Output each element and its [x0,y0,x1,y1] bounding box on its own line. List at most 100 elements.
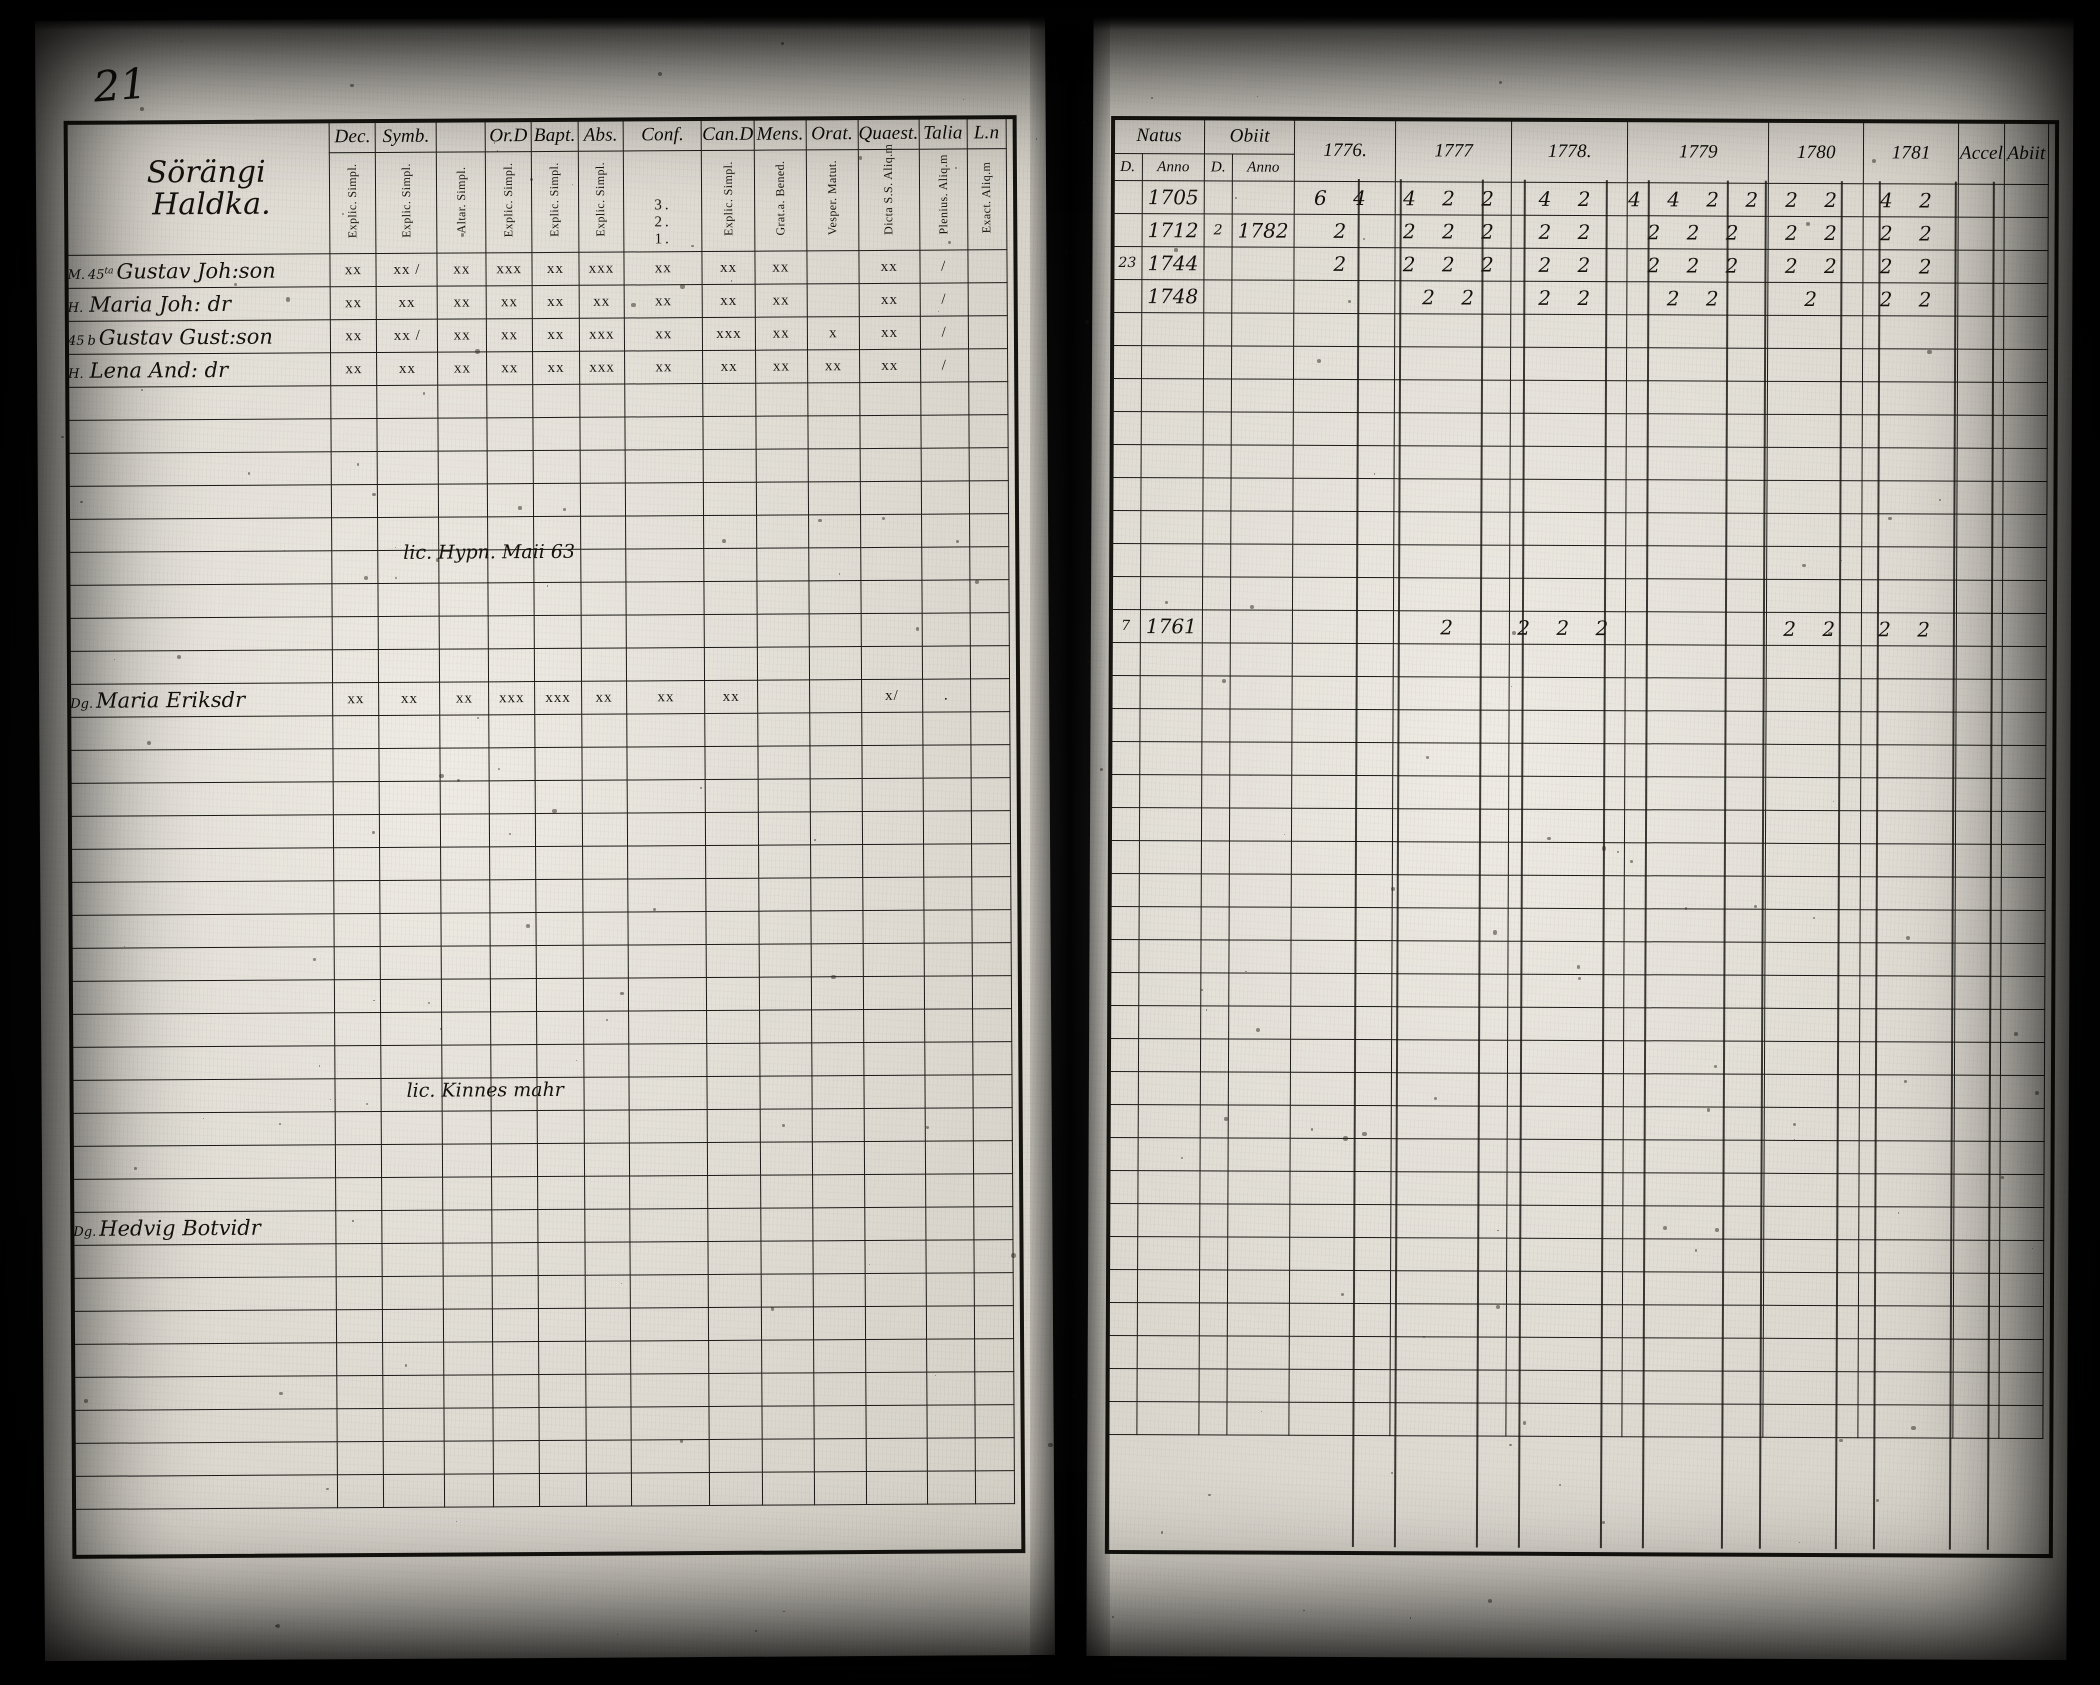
mark-cell[interactable] [973,1206,1013,1240]
mark-cell[interactable] [813,1306,866,1340]
obiit-year-cell[interactable] [1228,873,1292,908]
year-mark-cell[interactable] [1289,1402,1391,1436]
year-mark-cell[interactable]: 4 2 [1863,183,1959,218]
year-mark-cell[interactable] [1292,511,1395,545]
obiit-day-cell[interactable] [1204,180,1233,214]
mark-cell[interactable]: xx [754,316,808,351]
mark-cell[interactable] [377,484,439,518]
mark-cell[interactable] [579,384,626,418]
mark-cell[interactable] [862,844,924,878]
mark-cell[interactable] [861,745,923,779]
name-cell[interactable] [68,550,333,586]
mark-cell[interactable] [975,1470,1015,1504]
mark-cell[interactable] [864,1141,926,1175]
natus-year-cell[interactable] [1137,1137,1201,1171]
accel-cell[interactable] [1955,844,2002,878]
year-mark-cell[interactable] [1394,445,1511,480]
natus-year-cell[interactable]: 1748 [1141,279,1205,313]
mark-cell[interactable] [755,382,808,417]
year-mark-cell[interactable] [1391,1138,1508,1173]
accel-cell[interactable] [1957,382,2004,416]
obiit-day-cell[interactable] [1200,1170,1228,1204]
mark-cell[interactable] [625,515,705,549]
mark-cell[interactable] [334,847,381,881]
mark-cell[interactable] [864,1240,926,1274]
year-mark-cell[interactable] [1765,777,1861,811]
mark-cell[interactable] [337,1408,384,1442]
accel-cell[interactable] [1958,250,2005,284]
mark-cell[interactable] [332,517,379,551]
year-mark-cell[interactable] [1506,1271,1623,1305]
mark-cell[interactable] [757,712,810,747]
mark-cell[interactable]: xx [859,316,921,350]
obiit-day-cell[interactable] [1203,312,1232,346]
year-mark-cell[interactable] [1860,777,1956,812]
mark-cell[interactable] [490,945,537,979]
year-mark-cell[interactable] [1766,711,1862,745]
mark-cell[interactable] [971,876,1011,910]
mark-cell[interactable]: xx [376,352,439,386]
mark-cell[interactable] [440,813,490,848]
mark-cell[interactable] [438,450,488,485]
obiit-day-cell[interactable] [1203,477,1231,511]
name-cell[interactable] [71,1078,336,1114]
year-mark-cell[interactable] [1765,942,1861,976]
year-mark-cell[interactable]: 4 2 [1511,182,1628,216]
mark-cell[interactable] [630,1340,710,1374]
natus-day-cell[interactable] [1109,939,1139,973]
accel-cell[interactable] [1957,349,2004,383]
obiit-day-cell[interactable] [1200,1038,1229,1072]
mark-cell[interactable] [707,1142,761,1176]
mark-cell[interactable] [579,417,626,451]
mark-cell[interactable] [756,580,810,615]
natus-year-cell[interactable] [1136,1335,1200,1369]
year-mark-cell[interactable] [1508,908,1625,942]
year-mark-cell[interactable] [1858,1404,1954,1439]
obiit-year-cell[interactable] [1230,609,1293,644]
mark-cell[interactable]: xx [702,251,755,285]
mark-cell[interactable] [758,976,812,1011]
mark-cell[interactable] [377,517,440,551]
year-mark-cell[interactable] [1858,1206,1955,1241]
year-mark-cell[interactable] [1289,1270,1391,1304]
mark-cell[interactable]: . [922,678,971,713]
mark-cell[interactable] [379,748,441,782]
natus-day-cell[interactable] [1109,1137,1138,1171]
obiit-year-cell[interactable] [1229,708,1293,743]
mark-cell[interactable] [628,944,707,978]
year-mark-cell[interactable] [1862,513,1958,548]
name-cell[interactable] [71,1045,336,1081]
mark-cell[interactable] [862,811,924,845]
mark-cell[interactable] [533,516,581,550]
name-cell[interactable]: M. 45ta Gustav Joh:son [66,253,331,289]
mark-cell[interactable] [859,415,921,449]
mark-cell[interactable] [438,483,488,518]
obiit-day-cell[interactable] [1200,1071,1229,1105]
mark-cell[interactable] [581,713,628,748]
name-cell[interactable] [72,1144,337,1180]
mark-cell[interactable] [859,448,922,482]
mark-cell[interactable] [707,1010,760,1044]
abiit-cell[interactable] [1999,1306,2044,1340]
mark-cell[interactable]: xx [378,682,441,716]
mark-cell[interactable] [759,1042,812,1077]
mark-cell[interactable] [974,1338,1014,1372]
year-mark-cell[interactable] [1394,478,1511,513]
mark-cell[interactable] [337,1375,384,1409]
year-mark-cell[interactable] [1859,1008,1955,1043]
mark-cell[interactable] [337,1342,384,1376]
mark-cell[interactable] [924,1107,974,1142]
mark-cell[interactable] [536,912,583,946]
name-cell[interactable] [73,1276,337,1312]
year-mark-cell[interactable]: 2 [1768,282,1864,316]
mark-cell[interactable] [380,946,442,980]
abiit-cell[interactable] [2002,547,2047,581]
abiit-cell[interactable] [1999,1240,2044,1274]
accel-cell[interactable] [1956,679,2003,713]
obiit-day-cell[interactable] [1201,774,1230,808]
mark-cell[interactable] [707,1043,760,1077]
abiit-cell[interactable] [2003,415,2048,449]
mark-cell[interactable]: xxx [702,317,756,351]
mark-cell[interactable] [489,813,536,847]
mark-cell[interactable] [759,1075,813,1110]
